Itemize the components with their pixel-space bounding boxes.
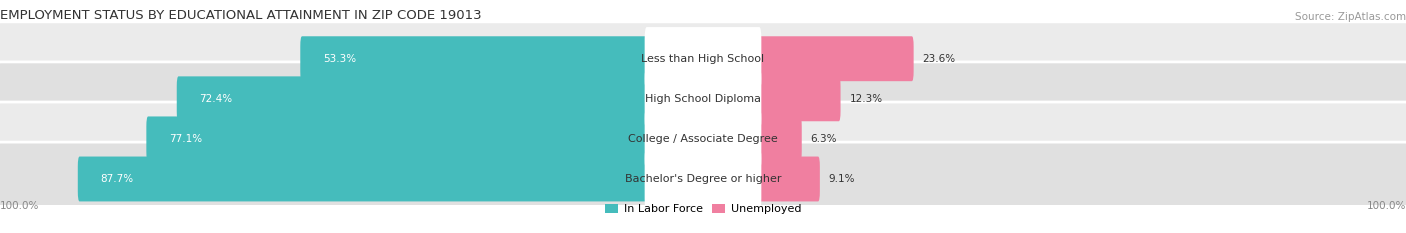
Polygon shape — [637, 167, 647, 192]
Text: College / Associate Degree: College / Associate Degree — [628, 134, 778, 144]
FancyBboxPatch shape — [644, 107, 762, 171]
Text: 9.1%: 9.1% — [828, 174, 855, 184]
Text: 100.0%: 100.0% — [1367, 201, 1406, 211]
FancyBboxPatch shape — [644, 67, 762, 130]
FancyBboxPatch shape — [758, 157, 820, 202]
Polygon shape — [637, 127, 647, 151]
FancyBboxPatch shape — [758, 76, 841, 121]
Polygon shape — [759, 167, 770, 192]
Legend: In Labor Force, Unemployed: In Labor Force, Unemployed — [605, 204, 801, 214]
Text: Less than High School: Less than High School — [641, 54, 765, 64]
FancyBboxPatch shape — [0, 142, 1406, 216]
Text: 77.1%: 77.1% — [169, 134, 202, 144]
Text: 53.3%: 53.3% — [323, 54, 356, 64]
Text: 100.0%: 100.0% — [0, 201, 39, 211]
Text: 6.3%: 6.3% — [810, 134, 837, 144]
FancyBboxPatch shape — [644, 147, 762, 211]
FancyBboxPatch shape — [301, 36, 648, 81]
Polygon shape — [637, 46, 647, 71]
Polygon shape — [759, 127, 770, 151]
Text: 87.7%: 87.7% — [101, 174, 134, 184]
FancyBboxPatch shape — [0, 62, 1406, 136]
Text: EMPLOYMENT STATUS BY EDUCATIONAL ATTAINMENT IN ZIP CODE 19013: EMPLOYMENT STATUS BY EDUCATIONAL ATTAINM… — [0, 9, 482, 22]
FancyBboxPatch shape — [758, 36, 914, 81]
Text: Source: ZipAtlas.com: Source: ZipAtlas.com — [1295, 12, 1406, 22]
FancyBboxPatch shape — [0, 102, 1406, 176]
FancyBboxPatch shape — [146, 116, 648, 161]
FancyBboxPatch shape — [758, 116, 801, 161]
Polygon shape — [637, 86, 647, 111]
Text: 23.6%: 23.6% — [922, 54, 956, 64]
FancyBboxPatch shape — [177, 76, 648, 121]
Polygon shape — [759, 86, 770, 111]
Text: 72.4%: 72.4% — [200, 94, 233, 104]
Text: Bachelor's Degree or higher: Bachelor's Degree or higher — [624, 174, 782, 184]
FancyBboxPatch shape — [77, 157, 648, 202]
FancyBboxPatch shape — [644, 27, 762, 90]
FancyBboxPatch shape — [0, 22, 1406, 96]
Text: High School Diploma: High School Diploma — [645, 94, 761, 104]
Polygon shape — [759, 46, 770, 71]
Text: 12.3%: 12.3% — [849, 94, 883, 104]
